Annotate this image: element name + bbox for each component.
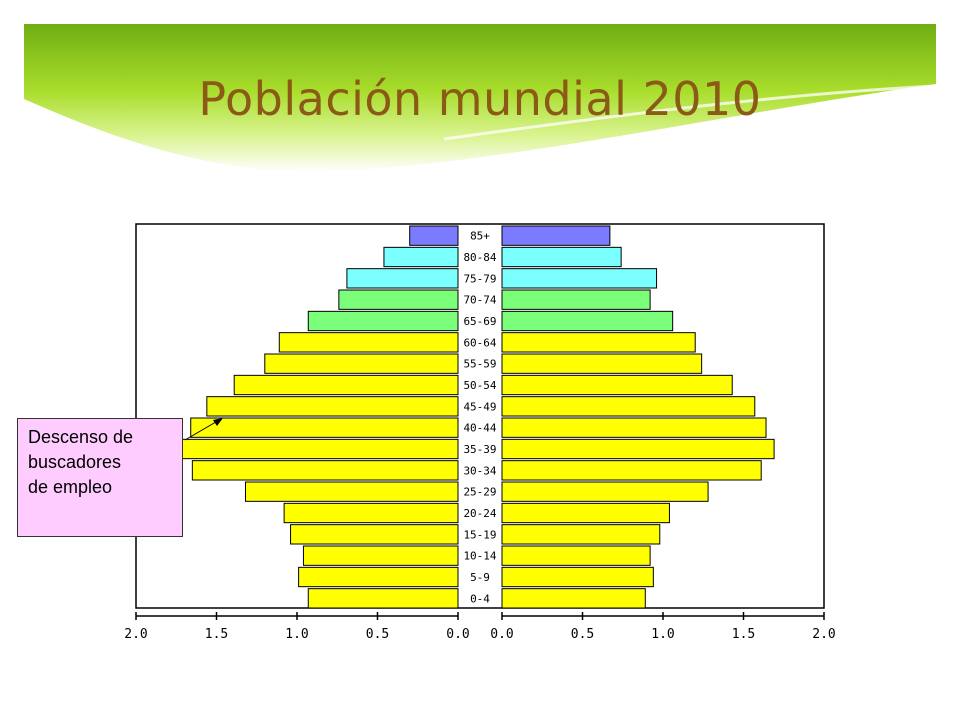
- bar-right-85+: [501, 225, 611, 246]
- bar-right-15-19: [501, 524, 661, 545]
- age-label: 55-59: [463, 358, 496, 371]
- bar-left-15-19: [290, 524, 459, 545]
- x-tick-label-right: 0.5: [571, 627, 594, 642]
- bar-left-10-14: [302, 545, 459, 566]
- bar-left-75-79: [346, 268, 459, 289]
- x-tick-label-right: 1.0: [651, 627, 674, 642]
- x-tick-label-right: 0.0: [490, 627, 513, 642]
- bar-right-50-54: [501, 374, 733, 396]
- x-tick-label-left: 0.5: [366, 627, 389, 642]
- bar-right-60-64: [501, 332, 696, 353]
- bar-left-60-64: [278, 332, 459, 353]
- bar-left-80-84: [383, 246, 459, 268]
- bar-left-5-9: [298, 566, 459, 588]
- age-label: 70-74: [463, 294, 496, 307]
- bar-right-55-59: [501, 353, 703, 374]
- bar-left-45-49: [206, 396, 459, 417]
- age-label: 35-39: [463, 443, 496, 456]
- bar-right-80-84: [501, 246, 622, 268]
- age-label: 45-49: [463, 400, 496, 413]
- bar-left-50-54: [233, 374, 459, 396]
- bar-left-25-29: [244, 481, 459, 502]
- age-label: 60-64: [463, 336, 496, 349]
- x-tick-label-left: 0.0: [446, 627, 469, 642]
- bar-left-30-34: [191, 460, 459, 481]
- age-label: 5-9: [470, 571, 490, 584]
- x-tick-label-right: 1.5: [732, 627, 755, 642]
- x-tick-label-left: 1.0: [285, 627, 308, 642]
- x-tick-label-left: 2.0: [124, 627, 147, 642]
- bar-right-75-79: [501, 268, 658, 289]
- bar-right-25-29: [501, 481, 709, 502]
- age-label: 65-69: [463, 315, 496, 328]
- bar-right-35-39: [501, 438, 775, 460]
- bar-right-65-69: [501, 310, 674, 332]
- age-label: 10-14: [463, 550, 496, 563]
- age-label: 25-29: [463, 486, 496, 499]
- bar-right-30-34: [501, 460, 762, 481]
- age-label: 20-24: [463, 507, 496, 520]
- x-tick-label-right: 2.0: [812, 627, 835, 642]
- age-label: 80-84: [463, 251, 496, 264]
- bar-right-5-9: [501, 566, 654, 588]
- age-label: 50-54: [463, 379, 496, 392]
- age-label: 40-44: [463, 422, 496, 435]
- bar-right-70-74: [501, 289, 651, 310]
- age-label: 15-19: [463, 528, 496, 541]
- age-label: 30-34: [463, 464, 496, 477]
- callout-arrow-head: [213, 418, 223, 426]
- bar-left-55-59: [264, 353, 459, 374]
- x-tick-label-left: 1.5: [205, 627, 228, 642]
- page-title: Población mundial 2010: [198, 72, 762, 126]
- age-label: 75-79: [463, 272, 496, 285]
- bar-right-45-49: [501, 396, 756, 417]
- callout-box: Descenso de buscadores de empleo: [17, 418, 183, 537]
- bar-right-20-24: [501, 502, 670, 524]
- bar-right-0-4: [501, 588, 646, 609]
- age-label: 85+: [470, 230, 490, 243]
- bar-left-40-44: [190, 417, 459, 438]
- bar-right-40-44: [501, 417, 767, 438]
- bar-right-10-14: [501, 545, 651, 566]
- bar-left-0-4: [307, 588, 459, 609]
- bar-left-35-39: [180, 438, 459, 460]
- bar-left-70-74: [338, 289, 459, 310]
- title-banner: [24, 24, 936, 173]
- bar-left-20-24: [283, 502, 459, 524]
- bar-left-65-69: [307, 310, 459, 332]
- bar-left-85+: [409, 225, 459, 246]
- age-label: 0-4: [470, 592, 490, 605]
